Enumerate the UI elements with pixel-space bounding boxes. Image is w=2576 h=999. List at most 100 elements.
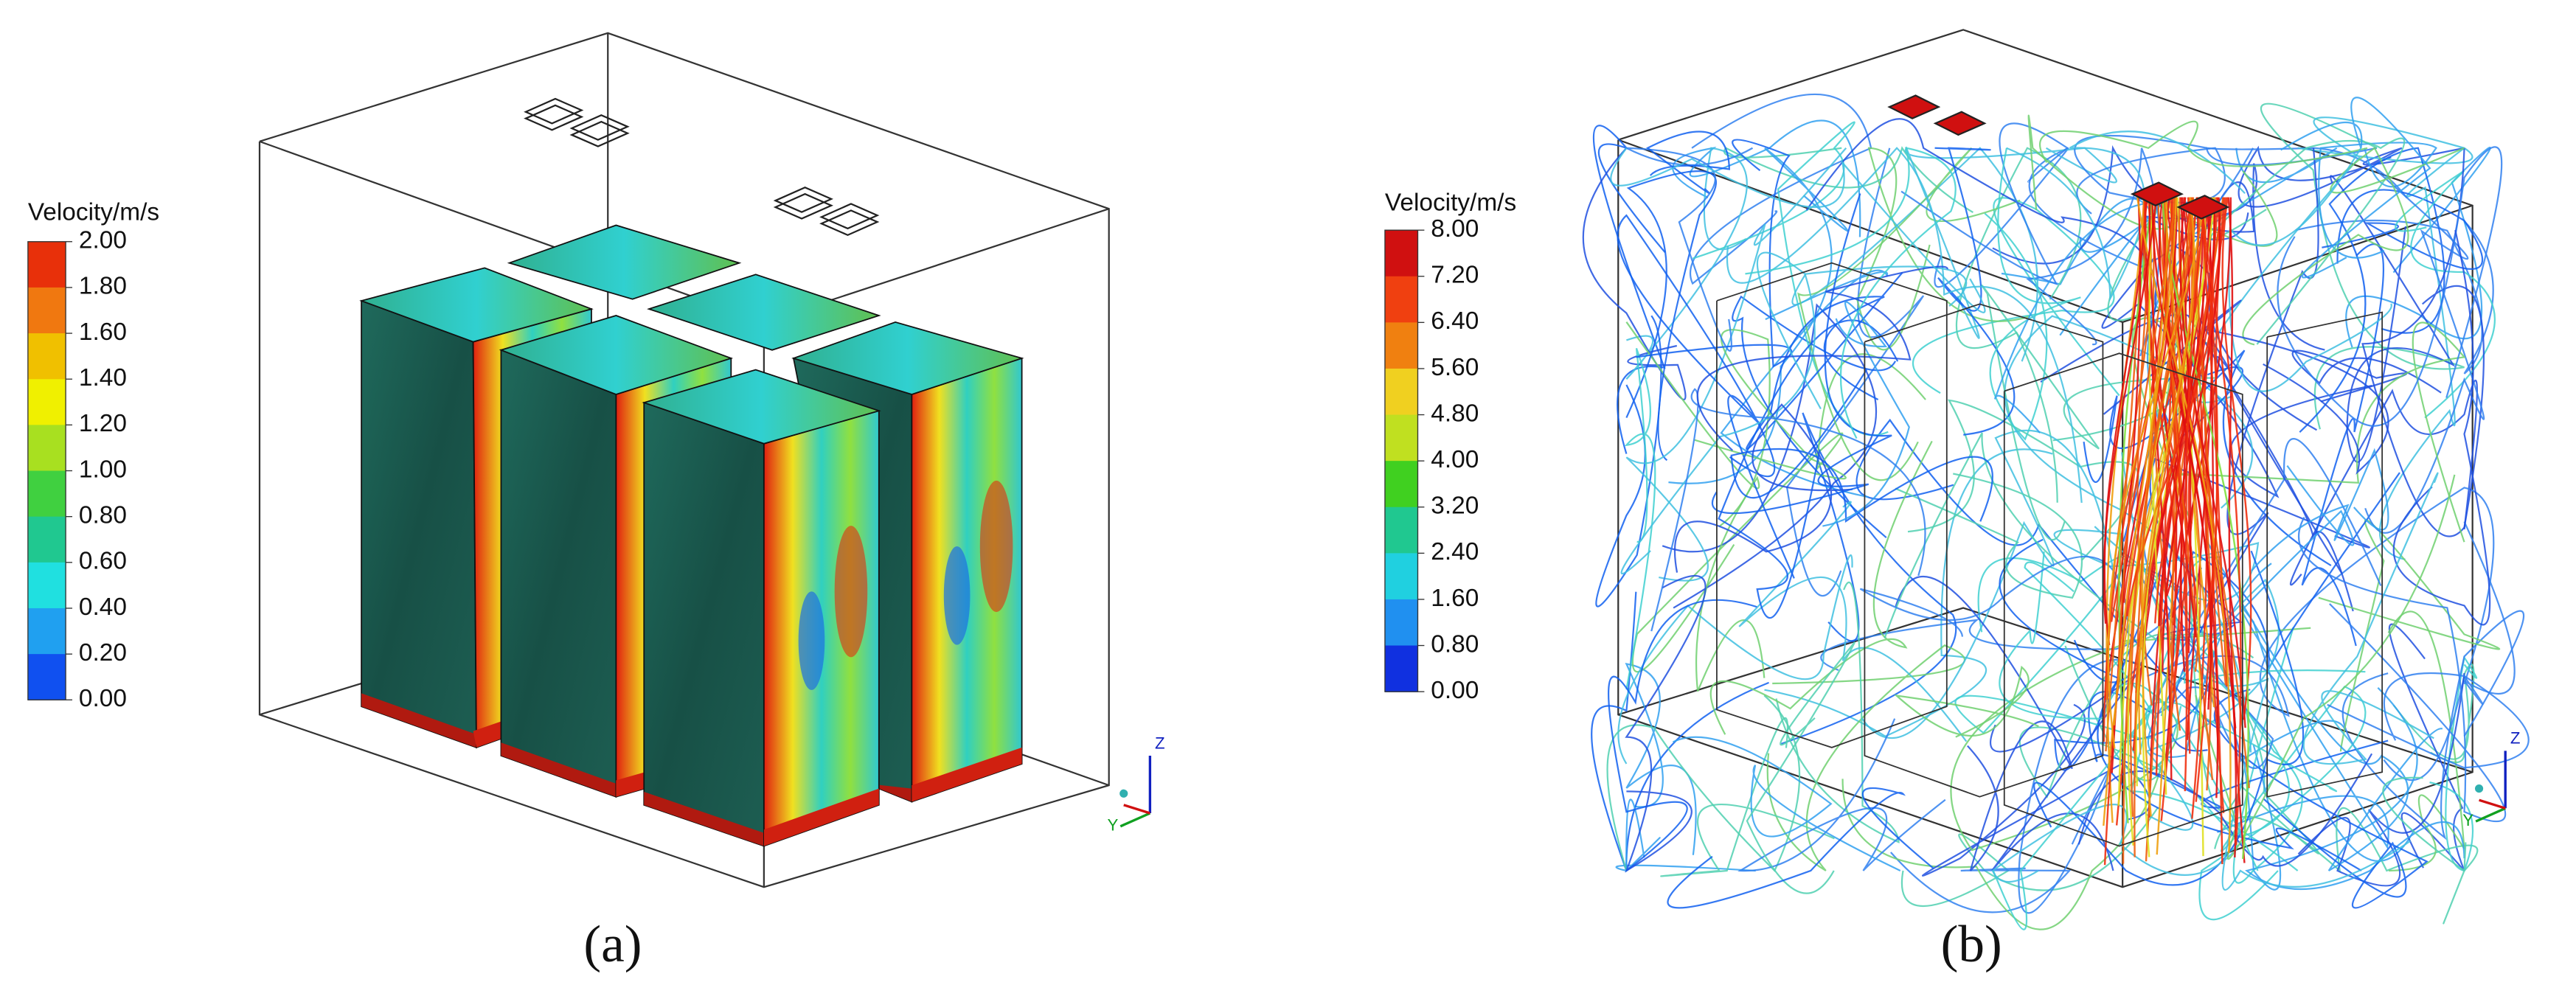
legend-label: 0.00 — [1431, 677, 1479, 704]
streamline — [1999, 551, 2259, 871]
legend-label: 1.20 — [79, 410, 127, 437]
legend-label: 6.40 — [1431, 307, 1479, 335]
streamline — [2260, 102, 2465, 430]
legend-label: 0.80 — [1431, 630, 1479, 658]
axis-label: Z — [1155, 734, 1165, 752]
streamline — [1625, 147, 1847, 582]
streamline — [2103, 299, 2389, 475]
streamline — [1726, 147, 2083, 504]
streamline — [1900, 122, 2069, 285]
streamline — [1992, 557, 2179, 930]
legend-title: Velocity/m/s — [1385, 189, 1516, 216]
velocity-patch — [798, 591, 825, 690]
legend-band — [27, 470, 66, 518]
streamline — [2318, 519, 2501, 752]
streamline — [2038, 120, 2368, 167]
streamline — [2205, 147, 2408, 199]
rack-block — [507, 224, 742, 300]
streamline — [2301, 243, 2385, 647]
streamline — [1859, 555, 2130, 648]
panel-caption: (b) — [1941, 915, 2002, 973]
streamline — [2341, 610, 2524, 840]
streamline — [2383, 521, 2516, 782]
legend-label: 1.00 — [79, 456, 127, 483]
streamline — [2242, 147, 2465, 346]
streamline — [2322, 189, 2484, 271]
streamline — [2327, 672, 2530, 769]
streamline — [1766, 644, 1966, 871]
rack-block — [647, 274, 881, 351]
streamline — [1650, 388, 1926, 632]
jet-streamline — [2135, 197, 2201, 693]
jet-streamline — [2107, 197, 2206, 749]
jet-streamline — [2103, 197, 2158, 624]
streamline — [1672, 119, 1861, 237]
axis-y — [2475, 807, 2506, 823]
jet-streamline — [2158, 197, 2211, 627]
streamline — [2280, 97, 2431, 279]
streamline — [2277, 146, 2503, 427]
legend-label: 2.40 — [1431, 538, 1479, 565]
streamline — [1745, 147, 1957, 439]
jet-streamline — [2199, 197, 2242, 846]
streamlines — [1582, 94, 2530, 930]
streamline — [2228, 147, 2392, 392]
streamline — [1606, 695, 1801, 872]
streamline — [1615, 798, 1756, 873]
streamline — [2213, 689, 2429, 909]
velocity-patch — [943, 546, 971, 645]
box-back-bottom — [1617, 607, 2473, 773]
streamline — [1894, 665, 2039, 738]
legend-band — [1384, 322, 1418, 369]
streamline — [2382, 776, 2467, 925]
streamline — [1993, 201, 2164, 434]
streamline — [1607, 599, 1757, 871]
streamline — [2395, 170, 2496, 419]
outlet-vent — [2130, 181, 2184, 206]
streamline — [1912, 197, 2120, 397]
streamline — [1746, 641, 1856, 894]
streamline — [1720, 269, 1889, 498]
axis-x — [1123, 804, 1150, 815]
legend-band — [27, 379, 66, 426]
jet-streamline — [2110, 197, 2174, 622]
panel: Velocity/m/s2.00 1.80 1.60 1.40 1.20 1.00 0.80… — [27, 199, 1165, 973]
legend-label: 0.40 — [79, 594, 127, 621]
streamline — [2392, 229, 2491, 626]
legend-band — [27, 425, 66, 472]
streamline — [1718, 319, 1899, 619]
streamline — [1989, 666, 2143, 871]
streamline — [1711, 193, 1892, 515]
streamline — [2318, 142, 2437, 259]
jet-streamline — [2188, 197, 2227, 686]
streamline — [1582, 147, 1687, 400]
streamline — [1660, 717, 1835, 877]
rack-front-face — [643, 401, 765, 847]
rack-blocks — [359, 224, 1024, 847]
streamline — [1694, 329, 1847, 528]
legend-label: 4.80 — [1431, 400, 1479, 427]
streamline — [2361, 147, 2485, 537]
jet-streamline — [2129, 197, 2195, 817]
jet-streamline — [2136, 197, 2232, 853]
rack-bottom-strip — [912, 747, 1022, 802]
rack-bottom-strip — [793, 775, 912, 802]
streamline — [1595, 315, 1662, 608]
streamline — [1730, 369, 1993, 523]
streamline — [2429, 655, 2478, 872]
legend-band — [1384, 414, 1418, 462]
streamline — [2330, 175, 2456, 463]
rack-block — [642, 369, 881, 847]
legend-label: 2.00 — [79, 227, 127, 254]
streamline — [1890, 852, 2072, 913]
axis-y — [1119, 812, 1151, 828]
legend-band — [27, 562, 66, 609]
panel-caption: (a) — [583, 915, 642, 973]
legend-label: 7.20 — [1431, 262, 1479, 289]
streamline — [2195, 474, 2456, 860]
streamline — [1667, 787, 1934, 909]
rack-top-face — [359, 267, 594, 343]
legend-label: 0.00 — [79, 685, 127, 712]
